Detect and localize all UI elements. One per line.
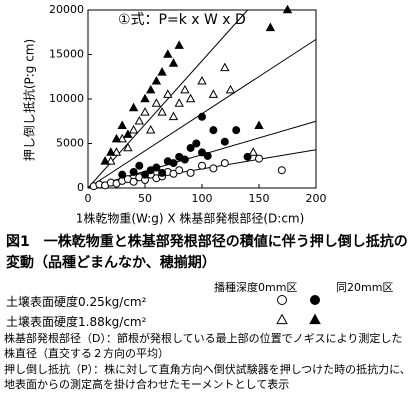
legend-symbol xyxy=(309,313,321,325)
point xyxy=(198,148,206,157)
point xyxy=(146,84,156,94)
point xyxy=(209,164,218,173)
point xyxy=(128,102,139,112)
point xyxy=(180,155,189,164)
y-tick-label: 5000 xyxy=(56,137,84,150)
point xyxy=(282,4,293,14)
point xyxy=(123,142,133,152)
legend-row-header: 土壌表面硬度1.88kg/cm² xyxy=(6,315,147,329)
point xyxy=(129,167,138,176)
point xyxy=(135,161,144,170)
point xyxy=(186,143,195,152)
x-tick-label: 0 xyxy=(85,192,92,205)
point xyxy=(220,62,230,72)
point xyxy=(123,129,133,138)
point xyxy=(174,40,184,49)
point xyxy=(151,75,162,85)
note: 株基部発根部径（D）：節根が発根している最上部の位置でノギスにより測定した株直径… xyxy=(4,332,403,360)
point xyxy=(117,120,127,129)
point xyxy=(209,126,218,135)
x-tick-label: 200 xyxy=(306,192,327,205)
point xyxy=(141,170,149,179)
point xyxy=(203,151,212,160)
point xyxy=(198,112,206,121)
point xyxy=(111,147,122,156)
point xyxy=(157,67,167,76)
point xyxy=(208,89,219,98)
point xyxy=(174,98,184,107)
legend-col-header: 同20mm区 xyxy=(336,281,394,294)
point xyxy=(180,84,190,94)
point xyxy=(134,116,144,125)
point xyxy=(232,126,241,135)
point xyxy=(140,107,150,116)
point xyxy=(158,168,167,177)
point xyxy=(225,84,236,94)
point xyxy=(198,161,206,170)
x-tick-label: 100 xyxy=(192,192,213,205)
point xyxy=(117,133,127,143)
point xyxy=(175,166,184,175)
point xyxy=(277,166,286,175)
point xyxy=(248,147,258,156)
point xyxy=(128,124,139,134)
point xyxy=(163,89,173,98)
annotation: ①式：P=k x W x D xyxy=(118,12,246,28)
point xyxy=(254,120,264,129)
y-tick-label: 20000 xyxy=(49,3,84,16)
point xyxy=(168,58,179,67)
x-tick-label: 50 xyxy=(138,192,152,205)
point xyxy=(185,93,196,103)
y-tick-label: 10000 xyxy=(49,92,84,105)
point xyxy=(151,98,162,107)
point xyxy=(255,154,263,163)
caption: 図1 一株乾物重と株基部発根部径の積値に伴う押し倒し抵抗の変動（品種どまんなか、… xyxy=(6,234,408,271)
point xyxy=(186,168,195,177)
point xyxy=(157,107,167,116)
legend-symbol xyxy=(277,295,287,305)
point xyxy=(146,124,156,134)
point xyxy=(106,147,116,156)
point xyxy=(197,75,207,85)
point xyxy=(220,159,229,168)
fit-line xyxy=(87,9,248,189)
point xyxy=(129,177,138,186)
y-tick-label: 0 xyxy=(77,181,84,194)
note: 押し倒し抵抗（P）：株に対して直角方向へ倒伏試験器を押しつけた時の抵抗力に、地表… xyxy=(4,363,411,391)
legend-row-header: 土壌表面硬度0.25kg/cm² xyxy=(6,295,147,309)
y-tick-label: 15000 xyxy=(49,48,84,61)
point xyxy=(265,22,276,32)
point xyxy=(152,163,161,172)
point xyxy=(118,170,127,179)
point xyxy=(192,139,201,148)
plot-frame xyxy=(87,9,317,189)
y-axis-label: 押し倒し抵抗(P:g cm) xyxy=(22,39,37,161)
x-tick-label: 150 xyxy=(249,192,270,205)
point xyxy=(100,156,110,165)
x-axis-label: 1株乾物重(W:g) X 株基部発根部径(D:cm) xyxy=(76,211,305,226)
point xyxy=(220,137,229,146)
point xyxy=(140,93,150,103)
point xyxy=(111,133,122,143)
legend-symbol xyxy=(276,313,288,325)
point xyxy=(168,111,179,121)
legend-col-header: 播種深度0mm区 xyxy=(214,281,298,294)
point xyxy=(106,156,116,165)
point xyxy=(163,49,173,58)
legend-symbol xyxy=(310,295,320,305)
point xyxy=(169,169,178,178)
point xyxy=(169,159,178,168)
